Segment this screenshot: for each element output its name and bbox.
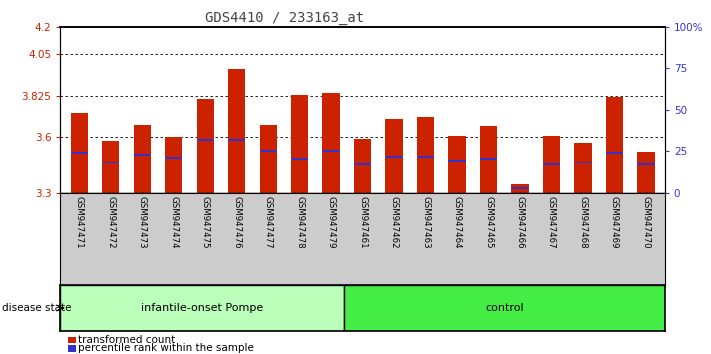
Bar: [70, 152, 88, 154]
Bar: [134, 125, 151, 193]
Text: GSM947473: GSM947473: [138, 196, 146, 248]
Bar: [385, 119, 402, 193]
Text: GSM947478: GSM947478: [295, 196, 304, 248]
Bar: [291, 158, 309, 160]
Bar: [417, 156, 434, 158]
Bar: [228, 139, 245, 141]
Text: GSM947474: GSM947474: [169, 196, 178, 248]
Bar: [385, 156, 402, 158]
Bar: [196, 99, 214, 193]
Text: control: control: [485, 303, 523, 313]
Text: percentile rank within the sample: percentile rank within the sample: [78, 343, 254, 353]
Bar: [449, 136, 466, 193]
Bar: [542, 136, 560, 193]
Text: GSM947462: GSM947462: [390, 196, 399, 248]
Bar: [511, 184, 529, 193]
Bar: [291, 95, 309, 193]
Text: GSM947472: GSM947472: [107, 196, 115, 248]
Text: GSM947466: GSM947466: [515, 196, 525, 248]
Bar: [134, 154, 151, 156]
Text: GSM947471: GSM947471: [75, 196, 84, 248]
Bar: [574, 143, 592, 193]
Bar: [511, 187, 529, 189]
Bar: [417, 117, 434, 193]
Text: GSM947476: GSM947476: [232, 196, 241, 248]
Text: infantile-onset Pompe: infantile-onset Pompe: [141, 303, 263, 313]
Bar: [606, 97, 623, 193]
Bar: [102, 141, 119, 193]
Bar: [102, 161, 119, 163]
Bar: [637, 152, 655, 193]
Bar: [354, 163, 371, 165]
Text: GSM947479: GSM947479: [326, 196, 336, 248]
Bar: [165, 137, 183, 193]
Bar: [480, 158, 497, 160]
Bar: [323, 150, 340, 152]
Bar: [196, 139, 214, 141]
Bar: [260, 125, 277, 193]
Text: GSM947475: GSM947475: [201, 196, 210, 248]
Bar: [70, 113, 88, 193]
Text: transformed count: transformed count: [78, 335, 176, 345]
Text: GDS4410 / 233163_at: GDS4410 / 233163_at: [205, 11, 364, 25]
Bar: [480, 126, 497, 193]
Bar: [574, 161, 592, 163]
Text: GSM947464: GSM947464: [452, 196, 461, 248]
Text: disease state: disease state: [2, 303, 72, 313]
Bar: [354, 139, 371, 193]
Bar: [60, 285, 343, 331]
Bar: [606, 152, 623, 154]
Text: GSM947470: GSM947470: [641, 196, 651, 248]
Bar: [449, 160, 466, 161]
Text: GSM947461: GSM947461: [358, 196, 367, 248]
Bar: [260, 150, 277, 152]
Bar: [542, 163, 560, 165]
Bar: [343, 285, 665, 331]
Bar: [637, 163, 655, 165]
Bar: [323, 93, 340, 193]
Text: GSM947467: GSM947467: [547, 196, 556, 248]
Text: GSM947477: GSM947477: [264, 196, 273, 248]
Bar: [228, 69, 245, 193]
Bar: [165, 157, 183, 159]
Text: GSM947465: GSM947465: [484, 196, 493, 248]
Text: GSM947468: GSM947468: [579, 196, 587, 248]
Text: GSM947469: GSM947469: [610, 196, 619, 248]
Text: GSM947463: GSM947463: [421, 196, 430, 248]
